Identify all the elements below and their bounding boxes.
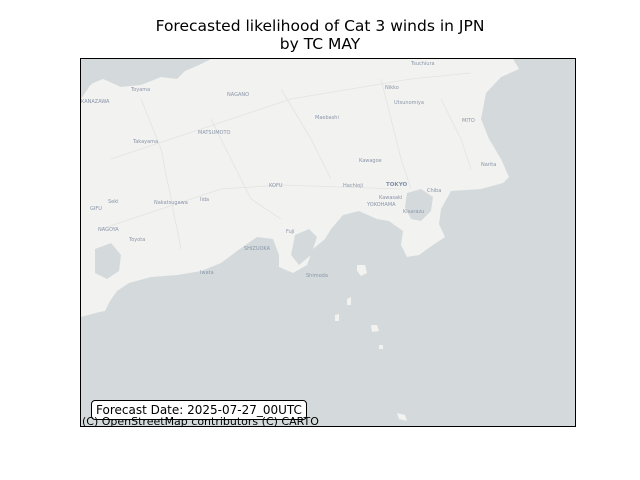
island-toshima xyxy=(347,297,351,305)
sea-of-japan xyxy=(121,59,173,81)
label-tokyo: TOKYO xyxy=(386,182,407,188)
label-nakatsugawa: Nakatsugawa xyxy=(154,200,188,206)
suruga-bay xyxy=(291,229,317,265)
label-iida: Iida xyxy=(200,197,209,203)
label-kisarazu: Kisarazu xyxy=(403,209,424,215)
map-attribution: (C) OpenStreetMap contributors (C) CARTO xyxy=(82,415,319,428)
label-utsunomiya: Utsunomiya xyxy=(394,100,424,106)
label-gifu: GIFU xyxy=(90,206,102,212)
label-maebashi: Maebashi xyxy=(315,115,339,121)
sea-top-left xyxy=(81,59,99,91)
map-panel[interactable]: Toyama NAGANO MATSUMOTO Takayama KANAZAW… xyxy=(80,58,576,427)
island-mikura xyxy=(379,345,383,349)
label-tsuchiura: Tsuchiura xyxy=(410,61,435,67)
label-narita: Narita xyxy=(481,162,496,168)
island-oshima xyxy=(357,265,367,276)
label-takayama: Takayama xyxy=(132,139,158,145)
title-line-2: by TC MAY xyxy=(279,35,361,53)
label-shimoda: Shimoda xyxy=(306,273,328,279)
title-line-1: Forecasted likelihood of Cat 3 winds in … xyxy=(155,17,485,35)
chart-title: Forecasted likelihood of Cat 3 winds in … xyxy=(0,17,640,53)
label-shizuoka: SHIZUOKA xyxy=(244,246,271,252)
island-niijima xyxy=(335,314,339,321)
label-seki: Seki xyxy=(108,199,119,205)
label-mito: MITO xyxy=(462,118,475,124)
label-toyota: Toyota xyxy=(128,237,145,243)
label-yokohama: YOKOHAMA xyxy=(366,202,396,208)
label-kanazawa: KANAZAWA xyxy=(81,99,110,105)
label-fuji: Fuji xyxy=(286,229,295,235)
forecast-date-label: Forecast Date: 2025-07-27_00UTC xyxy=(91,400,307,420)
tokyo-bay xyxy=(405,189,433,221)
label-chiba: Chiba xyxy=(427,188,441,194)
island-miyake xyxy=(371,325,379,332)
land-kii xyxy=(81,285,111,315)
basemap: Toyama NAGANO MATSUMOTO Takayama KANAZAW… xyxy=(81,59,575,426)
label-hachioji: Hachioji xyxy=(343,183,363,189)
label-kawasaki: Kawasaki xyxy=(379,195,402,201)
land-honshu xyxy=(81,59,519,317)
label-nagano: NAGANO xyxy=(227,92,249,98)
label-kofu: KOFU xyxy=(269,183,283,189)
ise-bay xyxy=(95,243,121,279)
label-iwata: Iwata xyxy=(200,270,214,276)
island-hachijo xyxy=(397,413,407,421)
roads xyxy=(100,72,472,250)
label-kawagoe: Kawagoe xyxy=(359,158,382,164)
label-toyama: Toyama xyxy=(130,87,150,93)
label-matsumoto: MATSUMOTO xyxy=(198,130,231,136)
label-nikko: Nikko xyxy=(385,85,399,91)
label-nagoya: NAGOYA xyxy=(98,227,119,233)
